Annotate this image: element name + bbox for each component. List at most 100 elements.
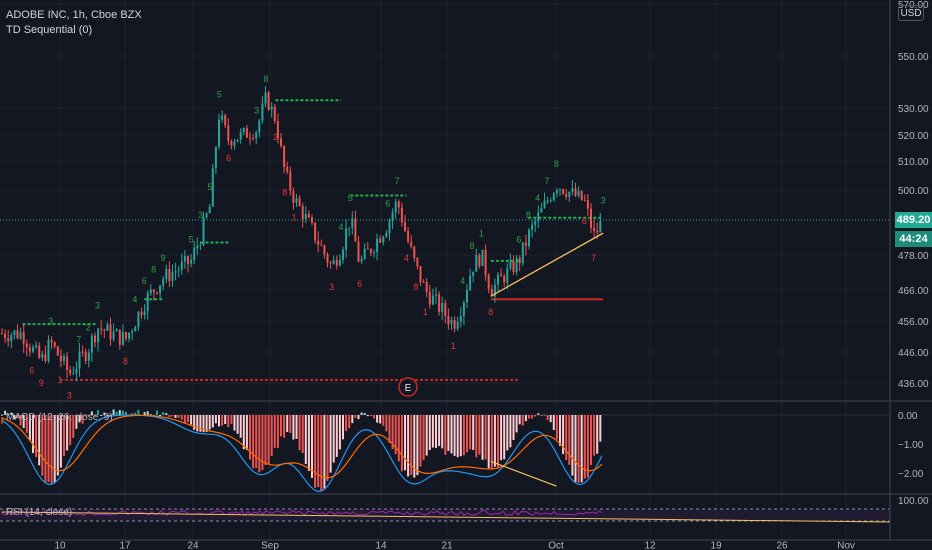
candle-body xyxy=(106,324,109,331)
macd-histogram-bar xyxy=(435,415,437,448)
candle-body xyxy=(22,332,25,344)
macd-histogram-bar xyxy=(230,415,233,424)
macd-histogram-bar xyxy=(261,415,264,471)
macd-histogram-bar xyxy=(25,415,28,433)
candle-body xyxy=(165,269,168,280)
td-count-label: 8 xyxy=(526,210,531,220)
macd-histogram-bar xyxy=(586,415,589,478)
candle-body xyxy=(323,245,326,255)
currency-badge[interactable]: USD xyxy=(898,5,924,21)
td-count-label: 8 xyxy=(470,241,475,251)
candle-body xyxy=(320,244,323,246)
candle-body xyxy=(524,242,527,247)
macd-histogram-bar xyxy=(196,415,199,432)
macd-histogram-bar xyxy=(320,415,323,491)
macd-histogram-bar xyxy=(462,415,465,456)
macd-histogram-bar xyxy=(149,414,152,416)
candle-body xyxy=(565,193,568,198)
td-count-label: 6 xyxy=(226,153,231,163)
time-tick-label: Sep xyxy=(261,540,279,550)
candle-body xyxy=(137,311,140,328)
macd-histogram-bar xyxy=(357,415,360,420)
candle-body xyxy=(112,331,115,340)
candle-body xyxy=(394,201,397,213)
macd-histogram-bar xyxy=(311,415,313,478)
macd-histogram-bar xyxy=(233,415,236,431)
macd-histogram-bar xyxy=(345,415,348,432)
macd-histogram-bar xyxy=(574,415,577,482)
candle-body xyxy=(7,338,10,342)
candle-body xyxy=(580,190,583,200)
candle-body xyxy=(404,222,406,231)
macd-histogram-bar xyxy=(469,415,472,450)
candle-body xyxy=(484,249,487,276)
candle-body xyxy=(506,268,509,283)
macd-histogram-bar xyxy=(416,415,419,476)
pane-dividers[interactable] xyxy=(0,400,932,495)
macd-histogram-bar xyxy=(267,415,270,465)
macd-histogram-bar xyxy=(472,415,475,450)
candle-body xyxy=(298,198,301,206)
candle-body xyxy=(438,294,441,312)
macd-histogram-bar xyxy=(211,415,214,428)
macd-histogram-bar xyxy=(44,415,47,483)
macd-histogram-bar xyxy=(329,415,332,473)
candle-body xyxy=(56,346,59,356)
macd-histogram-bar xyxy=(242,415,245,450)
candle-body xyxy=(400,207,403,223)
macd-histogram-bar xyxy=(276,415,279,449)
td-count-label: 8 xyxy=(123,356,128,366)
candle-body xyxy=(227,125,230,141)
macd-histogram-bar xyxy=(314,415,317,488)
price-tick-label: 456.00 xyxy=(898,317,929,328)
td-count-label: 8 xyxy=(488,307,493,317)
candle-body xyxy=(335,259,338,266)
macd-histogram-bar xyxy=(32,415,34,454)
macd-histogram-bar xyxy=(171,415,174,417)
candle-body xyxy=(568,191,571,198)
td-count-label: 5 xyxy=(189,235,194,245)
candle-body xyxy=(317,240,320,245)
macd-histogram-bar xyxy=(81,415,84,424)
macd-histogram-bar xyxy=(187,415,189,423)
macd-histogram-bar xyxy=(50,415,53,484)
macd-histogram-bar xyxy=(208,415,211,430)
trendlines[interactable] xyxy=(490,232,604,297)
macd-histogram-bar xyxy=(376,415,379,423)
candle-body xyxy=(174,271,177,273)
candle-body xyxy=(13,330,16,336)
macd-histogram-bar xyxy=(565,415,568,461)
macd-line xyxy=(1,414,603,493)
candle-body xyxy=(447,315,450,325)
candle-body xyxy=(410,241,413,247)
macd-histogram-bar xyxy=(72,415,75,438)
candle-body xyxy=(453,320,456,329)
candle-body xyxy=(478,254,481,266)
macd-histogram-bar xyxy=(373,415,375,419)
td-count-label: 4 xyxy=(338,222,343,232)
candle-body xyxy=(379,238,382,243)
macd-histogram-bar xyxy=(518,415,521,425)
td-count-label: 3 xyxy=(48,316,53,326)
candle-body xyxy=(1,333,3,335)
price-tick-label: 510.00 xyxy=(898,157,929,168)
macd-histogram-bar xyxy=(580,415,583,483)
macd-histogram-bar xyxy=(75,415,78,429)
macd-histogram-bar xyxy=(174,415,177,418)
candle-body xyxy=(388,220,391,234)
macd-histogram-bar xyxy=(562,415,565,455)
candle-body xyxy=(255,132,258,139)
price-trendline xyxy=(490,232,604,297)
macd-histogram-bar xyxy=(410,415,413,476)
macd-histogram-bar xyxy=(103,412,106,415)
candle-body xyxy=(214,147,217,169)
td-count-label: 5 xyxy=(348,193,353,203)
macd-histogram-bar xyxy=(38,415,41,466)
candle-body xyxy=(131,331,134,333)
candle-body xyxy=(38,345,41,358)
macd-histogram-bar xyxy=(537,413,540,415)
macd-histogram-bar xyxy=(168,415,171,417)
candle-body xyxy=(4,333,7,339)
macd-histogram-bar xyxy=(125,411,127,415)
